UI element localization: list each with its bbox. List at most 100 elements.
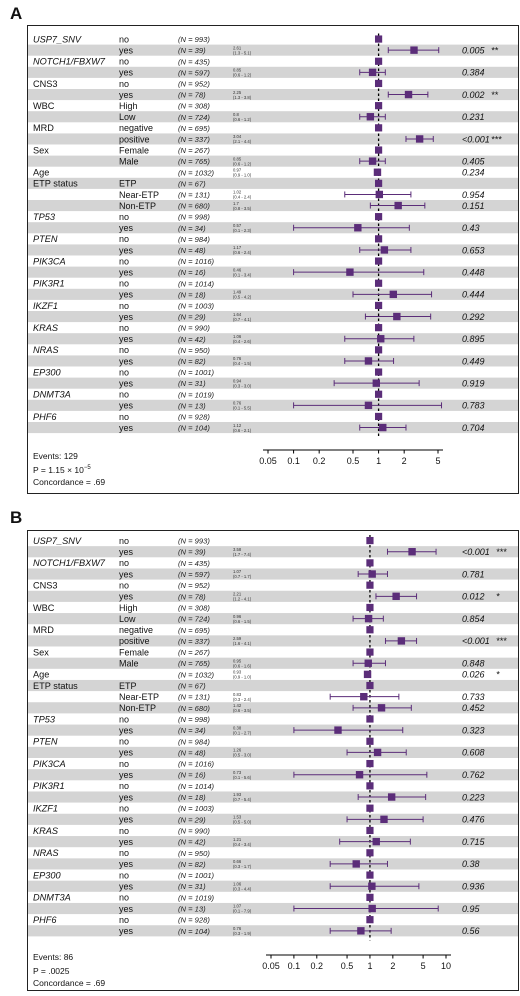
- level-label: ETP: [119, 681, 137, 691]
- hr-marker: [355, 771, 364, 779]
- row-stripe: [28, 724, 518, 736]
- variable-label: Sex: [33, 647, 49, 657]
- level-label: yes: [119, 547, 134, 557]
- ci-label: (0.6 - 2.1): [233, 428, 252, 433]
- panel-label: B: [10, 508, 23, 527]
- p-value: 0.223: [462, 792, 485, 802]
- p-value: 0.38: [462, 859, 480, 869]
- variable-label: Sex: [33, 145, 49, 155]
- reference-marker: [374, 368, 383, 376]
- n-label: (N = 1016): [178, 257, 215, 266]
- level-label: no: [119, 367, 129, 377]
- variable-label: TP53: [33, 212, 56, 222]
- forest-plot-chart: USP7_SNV no (N = 993)yes (N = 39) 2.61(1.3 -…: [28, 33, 518, 466]
- variable-label: PTEN: [33, 234, 58, 244]
- ci-label: (0.5 - 4.2): [233, 295, 252, 300]
- level-label: yes: [119, 45, 134, 55]
- p-value: 0.151: [462, 201, 485, 211]
- ci-label: (0.7 - 5.4): [233, 797, 252, 802]
- p-value: 0.405: [462, 156, 486, 166]
- ci-label: (0.1 - 5.5): [233, 406, 252, 411]
- ci-label: (0.3 - 4.4): [233, 886, 252, 891]
- hr-label: 0.93: [233, 670, 242, 675]
- model-summary: Events: 129 P = 1.15 × 10−5 Concordance …: [33, 450, 105, 488]
- variable-label: Age: [33, 168, 49, 178]
- n-label: (N = 998): [178, 213, 210, 222]
- variable-label: KRAS: [33, 826, 59, 836]
- reference-marker: [374, 179, 383, 187]
- hr-marker: [404, 90, 413, 99]
- reference-marker: [366, 737, 374, 745]
- reference-marker: [366, 871, 374, 879]
- level-label: no: [119, 323, 129, 333]
- hr-marker: [360, 692, 368, 701]
- ci-label: (0.9 - 1.0): [233, 675, 252, 680]
- hr-marker: [334, 726, 342, 734]
- row-stripe: [28, 377, 518, 389]
- ci-label: (0.9 - 1.0): [233, 172, 252, 177]
- ci-label: (0.6 - 1.6): [233, 663, 252, 668]
- n-label: (N = 990): [178, 324, 210, 333]
- hr-label: 1.06: [233, 881, 242, 886]
- ci-label: (0.1 - 5.6): [233, 775, 252, 780]
- level-label: no: [119, 412, 129, 422]
- hr-label: 0.73: [233, 770, 242, 775]
- ci-label: (1.3 - 5.1): [233, 50, 252, 55]
- forest-plot-box: USP7_SNV no (N = 993) yes (N = 39) 2.61 (1.3 -…: [27, 25, 519, 494]
- row-stripe: [28, 813, 518, 825]
- row-stripe: [28, 333, 518, 345]
- level-label: no: [119, 759, 129, 769]
- ci-label: (0.5 - 3.0): [233, 753, 252, 758]
- level-label: Low: [119, 112, 136, 122]
- row-stripe: [28, 89, 518, 101]
- p-value: 0.954: [462, 190, 485, 200]
- n-label: (N = 267): [178, 146, 210, 155]
- hr-marker: [377, 704, 386, 712]
- ci-label: (2.1 - 4.4): [233, 139, 252, 144]
- row-stripe: [28, 568, 518, 580]
- level-label: Low: [119, 614, 136, 624]
- row-stripe: [28, 902, 518, 915]
- p-value: 0.448: [462, 267, 485, 277]
- variable-label: NRAS: [33, 345, 59, 355]
- row-stripe: [28, 133, 518, 145]
- n-label: (N = 42): [178, 335, 206, 344]
- p-value: 0.653: [462, 245, 485, 255]
- hr-marker: [397, 637, 406, 645]
- hr-marker: [357, 927, 365, 935]
- level-label: no: [119, 234, 129, 244]
- row-stripe: [28, 657, 518, 669]
- reference-marker: [366, 536, 374, 545]
- level-label: no: [119, 781, 129, 791]
- level-label: Non-ETP: [119, 201, 156, 211]
- ci-label: (0.3 - 1.9): [233, 931, 252, 936]
- row-stripe: [28, 613, 518, 625]
- concordance: Concordance = .69: [33, 476, 106, 487]
- variable-label: Age: [33, 670, 49, 680]
- hr-label: 0.85: [233, 156, 242, 161]
- p-value: 0.43: [462, 223, 480, 233]
- hr-label: 0.83: [233, 692, 242, 697]
- ci-label: (0.3 - 3.0): [233, 383, 252, 388]
- significance-stars: *: [496, 592, 500, 602]
- hr-label: 0.76: [233, 356, 242, 361]
- ci-label: (0.1 - 7.9): [233, 909, 252, 914]
- n-label: (N = 765): [178, 659, 210, 668]
- n-label: (N = 928): [178, 916, 210, 925]
- x-tick-label: 0.5: [347, 456, 360, 466]
- hr-marker: [393, 312, 401, 321]
- p-value: 0.608: [462, 748, 485, 758]
- n-label: (N = 267): [178, 648, 210, 657]
- level-label: no: [119, 345, 129, 355]
- variable-label: PHF6: [33, 915, 57, 925]
- hr-label: 2.61: [233, 45, 242, 50]
- p-value: 0.449: [462, 356, 485, 366]
- ci-label: (1.2 - 4.1): [233, 597, 252, 602]
- n-label: (N = 1014): [178, 782, 215, 791]
- level-label: no: [119, 79, 129, 89]
- level-label: High: [119, 101, 138, 111]
- n-label: (N = 950): [178, 346, 210, 355]
- level-label: yes: [119, 815, 134, 825]
- x-tick-label: 0.5: [341, 961, 354, 971]
- model-summary: Events: 86 P = .0025 Concordance = .69: [33, 951, 105, 989]
